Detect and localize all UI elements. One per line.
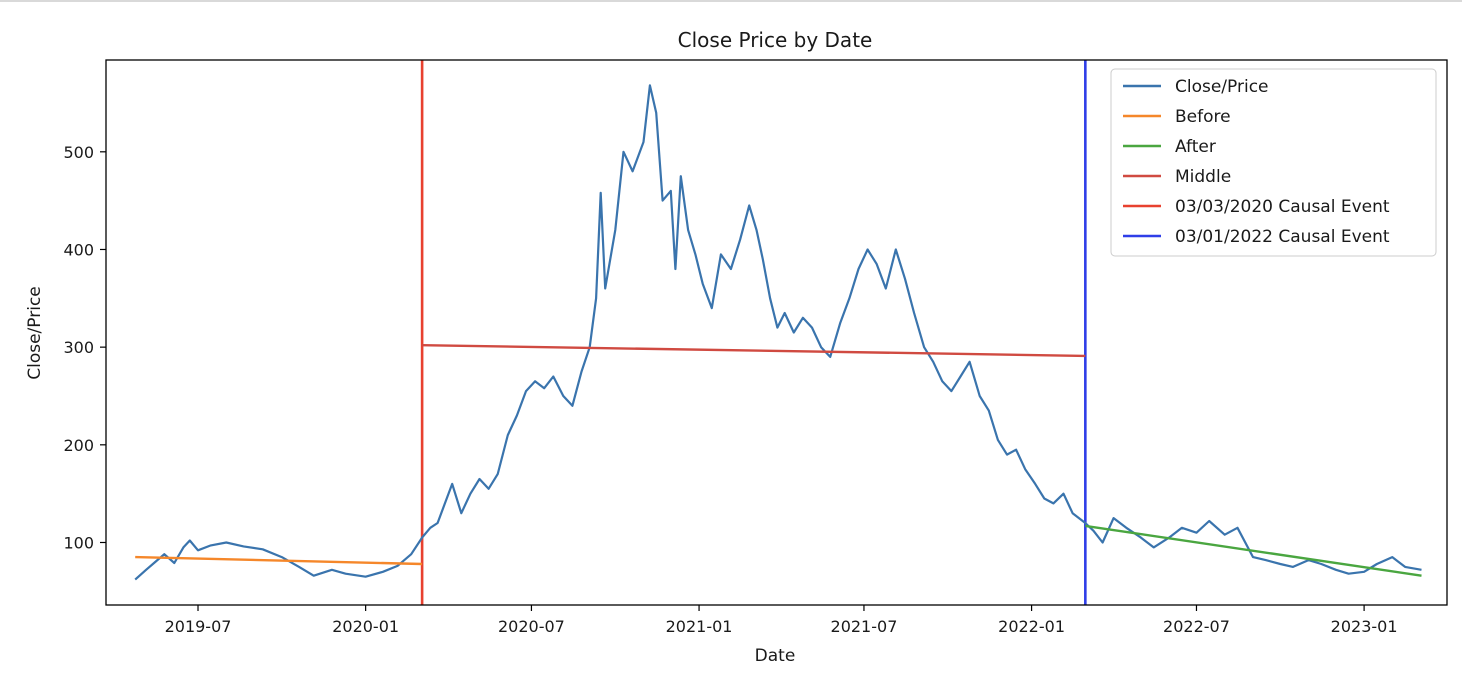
y-tick-label: 300 <box>63 338 94 357</box>
legend-label: 03/01/2022 Causal Event <box>1175 227 1390 247</box>
series-line-middle <box>422 344 1086 358</box>
y-tick-label: 400 <box>63 240 94 259</box>
legend: Close/Price Before After Middle 03/03/2020 C… <box>1110 68 1437 257</box>
x-tick-label: 2022-07 <box>1163 617 1230 636</box>
x-tick-label: 2023-01 <box>1331 617 1398 636</box>
x-tick-label: 2022-01 <box>998 617 1065 636</box>
legend-label: After <box>1175 137 1216 157</box>
x-tick-label: 2020-07 <box>498 617 565 636</box>
x-tick-label: 2021-01 <box>666 617 733 636</box>
x-tick-label: 2019-07 <box>165 617 232 636</box>
legend-box <box>1110 68 1437 257</box>
series-lines <box>134 84 1422 581</box>
top-rule <box>0 0 1462 2</box>
y-tick-label: 500 <box>63 143 94 162</box>
y-axis-label: Close/Price <box>25 286 45 380</box>
legend-label: Before <box>1175 107 1231 127</box>
plot-frame <box>105 59 1448 606</box>
chart-title: Close Price by Date <box>678 28 873 52</box>
y-tick-label: 200 <box>63 436 94 455</box>
x-tick-label: 2021-07 <box>831 617 898 636</box>
x-tick-label: 2020-01 <box>332 617 399 636</box>
series-line-before <box>135 555 423 566</box>
causal-event-lines <box>420 60 1087 605</box>
y-axis-ticks: 100 200 300 400 500 <box>63 143 106 552</box>
legend-label: Middle <box>1175 167 1231 187</box>
x-axis-label: Date <box>755 646 796 666</box>
legend-label: 03/03/2020 Causal Event <box>1175 197 1390 217</box>
y-tick-label: 100 <box>63 533 94 552</box>
x-axis-ticks: 2019-07 2020-01 2020-07 2021-01 2021-07 2022-… <box>165 605 1398 636</box>
legend-label: Close/Price <box>1175 77 1269 97</box>
series-line-after <box>1085 524 1422 577</box>
